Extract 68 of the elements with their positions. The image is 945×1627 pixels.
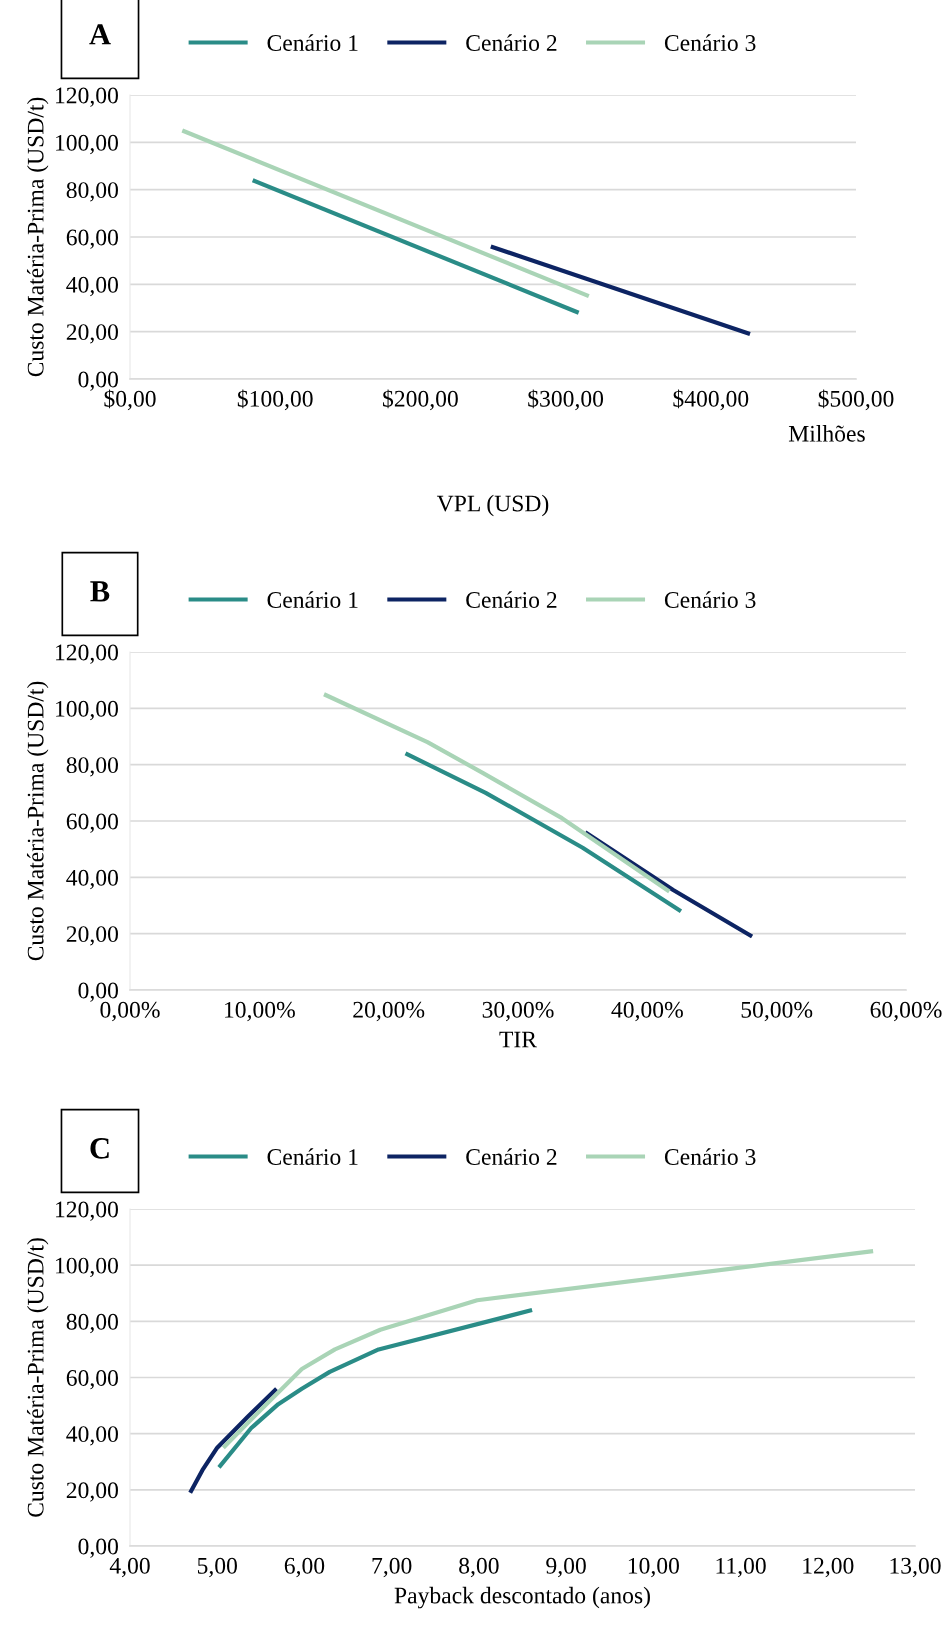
legend-label: Cenário 1 xyxy=(267,34,358,51)
x-tick-label: $200,00 xyxy=(383,389,458,411)
x-axis-title: TIR xyxy=(499,1031,537,1048)
line-series xyxy=(188,1386,279,1495)
y-tick-label: 80,00 xyxy=(66,182,118,202)
x-tick-label: $300,00 xyxy=(528,389,604,411)
y-tick-label: 20,00 xyxy=(66,926,118,946)
legend-label: Cenário 2 xyxy=(466,1148,557,1165)
line-series xyxy=(221,1249,876,1450)
x-tick-label: $400,00 xyxy=(673,389,749,411)
x-axis-title: Payback descontado (anos) xyxy=(394,1586,650,1609)
text: C xyxy=(90,1138,109,1159)
x-tick-label: 40,00% xyxy=(611,1001,683,1022)
x-tick-label: 6,00 xyxy=(284,1557,325,1578)
y-tick-label: 60,00 xyxy=(66,229,118,249)
x-tick-label: 60,00% xyxy=(870,1001,942,1022)
y-tick-label: 40,00 xyxy=(66,276,118,297)
x-tick-label: 4,00 xyxy=(109,1557,150,1578)
y-tick-label: 20,00 xyxy=(66,324,118,344)
legend-label: Cenário 2 xyxy=(466,591,557,608)
line-series xyxy=(321,692,672,894)
x-tick-label: 30,00% xyxy=(482,1001,554,1022)
x-tick-label: 7,00 xyxy=(372,1557,412,1578)
x-axis-title: VPL (USD) xyxy=(436,494,549,517)
x-tick-label: 5,00 xyxy=(197,1557,237,1578)
x-tick-label: 10,00% xyxy=(225,1001,295,1022)
text: A xyxy=(89,24,111,45)
x-tick-label: 50,00% xyxy=(741,1001,813,1022)
text: Milhões xyxy=(788,425,865,442)
y-tick-label: 80,00 xyxy=(66,757,118,777)
legend-label: Cenário 3 xyxy=(664,34,756,51)
y-axis-title: Custo Matéria-Prima (USD/t) xyxy=(26,97,49,377)
y-tick-label: 120,00 xyxy=(56,1201,118,1221)
x-tick-label: $0,00 xyxy=(104,389,156,411)
y-tick-label: 60,00 xyxy=(66,1369,118,1390)
y-tick-label: 40,00 xyxy=(66,1426,118,1446)
x-tick-label: 13,00 xyxy=(890,1557,941,1578)
legend-label: Cenário 1 xyxy=(267,1148,358,1165)
legend-label: Cenário 2 xyxy=(466,34,557,51)
x-tick-label: 9,00 xyxy=(546,1557,586,1578)
y-tick-label: 20,00 xyxy=(66,1482,118,1502)
y-tick-label: 100,00 xyxy=(56,134,118,155)
x-tick-label: 20,00% xyxy=(353,1001,425,1022)
y-tick-label: 120,00 xyxy=(56,644,118,664)
legend-label: Cenário 1 xyxy=(267,591,358,608)
x-tick-label: 0,00% xyxy=(100,1001,160,1022)
x-tick-label: $100,00 xyxy=(237,389,313,411)
y-axis-title: Custo Matéria-Prima (USD/t) xyxy=(26,681,49,961)
x-tick-label: 10,00 xyxy=(628,1557,679,1578)
legend-label: Cenário 3 xyxy=(664,591,756,608)
y-tick-label: 100,00 xyxy=(56,1257,118,1277)
y-tick-label: 40,00 xyxy=(66,869,118,890)
y-axis-title: Custo Matéria-Prima (USD/t) xyxy=(26,1238,49,1517)
x-tick-label: $500,00 xyxy=(818,389,894,411)
y-tick-label: 0,00 xyxy=(78,982,118,1002)
y-tick-label: 60,00 xyxy=(66,813,118,833)
x-tick-label: 8,00 xyxy=(459,1557,499,1578)
x-tick-label: 11,00 xyxy=(716,1557,766,1578)
line-series xyxy=(403,751,684,914)
y-tick-label: 0,00 xyxy=(78,1538,118,1558)
line-series xyxy=(216,1308,535,1470)
y-tick-label: 100,00 xyxy=(56,700,118,721)
y-tick-label: 120,00 xyxy=(56,87,118,107)
x-tick-label: 12,00 xyxy=(803,1557,854,1578)
y-tick-label: 80,00 xyxy=(66,1313,118,1334)
y-tick-label: 0,00 xyxy=(78,371,118,391)
text: B xyxy=(90,581,110,602)
legend-label: Cenário 3 xyxy=(664,1148,756,1165)
